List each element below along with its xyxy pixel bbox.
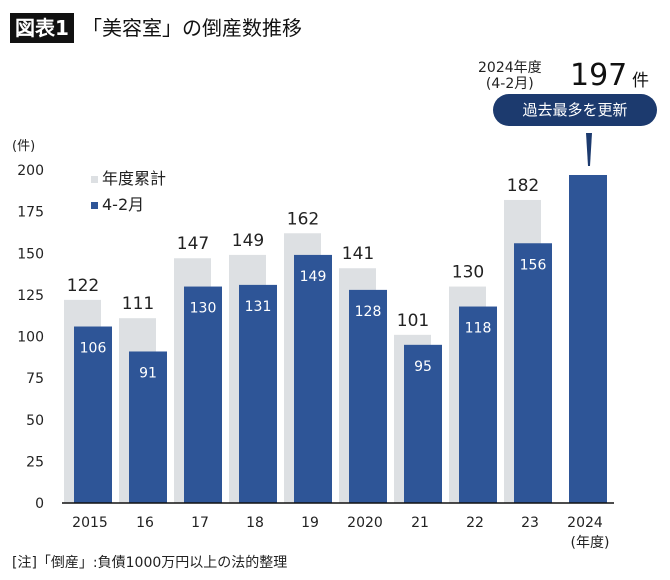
legend-label: 年度累計 [102, 169, 166, 188]
bar-apr-feb [184, 286, 222, 503]
y-axis-label: (件) [12, 139, 35, 154]
x-tick-label: 2015 [72, 515, 108, 531]
apr-feb-data-label: 130 [190, 301, 217, 317]
bar-apr-feb [349, 289, 387, 503]
x-tick-label: 2020 [347, 515, 383, 531]
total-data-label: 101 [397, 311, 429, 331]
apr-feb-data-label: 156 [520, 257, 547, 273]
record-badge: 過去最多を更新 [493, 94, 657, 126]
chart-title: 「美容室」の倒産数推移 [82, 16, 302, 40]
bar-apr-feb [239, 284, 277, 503]
bar-apr-feb [569, 174, 607, 503]
total-data-label: 162 [287, 209, 319, 229]
callout-value: 197 [570, 58, 628, 93]
x-tick-label: 19 [301, 515, 319, 531]
y-tick-label: 25 [26, 454, 44, 470]
legend-swatch [91, 176, 98, 183]
footnote: [注]「倒産」:負債1000万円以上の法的整理 [12, 555, 288, 571]
apr-feb-data-label: 128 [355, 304, 382, 320]
bar-apr-feb [404, 344, 442, 503]
legend-swatch [91, 202, 98, 209]
x-tick-label: 22 [466, 515, 484, 531]
y-tick-label: 75 [26, 371, 44, 387]
x-tick-label: 17 [191, 515, 209, 531]
x-tick-label: 21 [411, 515, 429, 531]
y-tick-label: 125 [17, 288, 44, 304]
x-axis-label: (年度) [571, 535, 610, 551]
y-tick-label: 0 [35, 496, 44, 512]
callout-label: 2024年度 (4-2月) [478, 60, 542, 92]
total-data-label: 130 [452, 263, 484, 283]
apr-feb-data-label: 149 [300, 269, 327, 285]
y-tick-label: 150 [17, 246, 44, 262]
apr-feb-data-label: 95 [414, 359, 432, 375]
x-tick-label: 18 [246, 515, 264, 531]
x-tick-label: 2024 [567, 515, 603, 531]
callout-pointer [586, 133, 592, 166]
bar-apr-feb [514, 243, 552, 503]
total-data-label: 141 [342, 244, 374, 264]
callout-label-line2: (4-2月) [485, 76, 534, 92]
y-tick-label: 50 [26, 413, 44, 429]
bar-apr-feb [294, 254, 332, 503]
bar-apr-feb [129, 351, 167, 503]
callout-label-line1: 2024年度 [478, 60, 542, 76]
bar-apr-feb [74, 326, 112, 503]
y-tick-label: 100 [17, 330, 44, 346]
callout-unit: 件 [632, 71, 649, 91]
apr-feb-data-label: 118 [465, 321, 492, 337]
total-data-label: 147 [177, 234, 209, 254]
y-tick-label: 175 [17, 205, 44, 221]
total-data-label: 149 [232, 231, 264, 251]
y-tick-label: 200 [17, 163, 44, 179]
x-tick-label: 16 [136, 515, 154, 531]
legend-label: 4-2月 [102, 195, 144, 214]
total-data-label: 111 [122, 294, 154, 314]
x-tick-label: 23 [521, 515, 539, 531]
apr-feb-data-label: 91 [139, 365, 157, 381]
apr-feb-data-label: 106 [80, 341, 107, 357]
total-data-label: 122 [67, 276, 99, 296]
bar-apr-feb [459, 306, 497, 503]
apr-feb-data-label: 131 [245, 299, 272, 315]
total-data-label: 182 [507, 176, 539, 196]
figure-tag: 図表1 [10, 13, 74, 43]
